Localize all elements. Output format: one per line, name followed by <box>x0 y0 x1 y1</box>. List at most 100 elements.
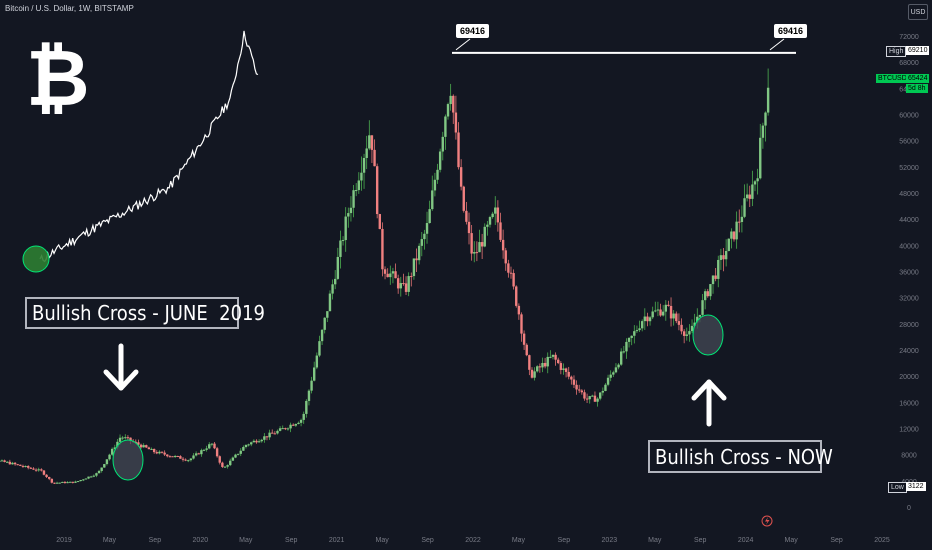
candle-body <box>221 462 224 467</box>
y-tick-label: 72000 <box>899 34 919 41</box>
candle-body <box>475 252 479 254</box>
candle-body <box>640 321 644 329</box>
candle-body <box>229 460 232 466</box>
candle-body <box>354 190 358 192</box>
candle-body <box>375 166 379 215</box>
candle-body <box>347 213 350 217</box>
candle-body <box>45 474 48 478</box>
candle-body <box>76 481 80 483</box>
candle-body <box>459 167 463 187</box>
candle-body <box>89 476 93 478</box>
candle-body <box>368 135 371 149</box>
candle-body <box>158 451 161 454</box>
candle-body <box>176 455 179 457</box>
currency-button[interactable]: USD <box>908 4 928 20</box>
candle-body <box>685 334 688 336</box>
candle-body <box>604 384 607 391</box>
candle-body <box>278 428 282 431</box>
candle-body <box>457 132 460 168</box>
candle-body <box>171 456 174 458</box>
candle-body <box>268 432 271 438</box>
candle-body <box>313 367 316 381</box>
candle-body <box>95 473 98 476</box>
candle-body <box>517 305 521 315</box>
y-tick-label: 32000 <box>899 296 919 303</box>
candle-body <box>730 231 733 239</box>
candle-body <box>748 194 751 199</box>
y-tick-label: 12000 <box>899 427 919 434</box>
x-tick-label: May <box>375 537 389 544</box>
candle-body <box>16 464 19 466</box>
candle-body <box>150 448 153 450</box>
candle-body <box>126 437 130 439</box>
candle-body <box>42 470 46 475</box>
candle-body <box>572 379 576 385</box>
candle-body <box>732 231 736 240</box>
candle-body <box>585 398 589 400</box>
candle-body <box>541 362 544 368</box>
candle-body <box>394 271 397 279</box>
candle-body <box>239 450 242 454</box>
candle-body <box>339 240 342 257</box>
candle-body <box>223 466 227 468</box>
candle-body <box>173 455 177 457</box>
candle-body <box>499 222 502 240</box>
candle-body <box>341 240 345 242</box>
price-tag-right-peak: 69416 <box>774 24 808 38</box>
candle-body <box>423 233 426 240</box>
candle-body <box>480 242 484 247</box>
candle-body <box>74 481 77 483</box>
price-tag-right-pointer <box>769 38 785 51</box>
candle-body <box>61 481 64 483</box>
candle-body <box>562 368 565 370</box>
candle-body <box>250 442 253 445</box>
candle-body <box>738 221 741 223</box>
candle-body <box>242 447 245 451</box>
high-label: High <box>886 46 907 57</box>
candle-body <box>71 481 75 483</box>
candle-body <box>698 314 702 317</box>
candle-body <box>310 380 313 391</box>
candle-body <box>575 384 578 390</box>
candle-body <box>0 460 1 462</box>
y-tick-label: 44000 <box>899 217 919 224</box>
candle-body <box>160 451 164 453</box>
candle-body <box>215 448 219 457</box>
candle-body <box>257 441 261 443</box>
candle-body <box>284 428 287 430</box>
candle-body <box>331 284 334 294</box>
x-tick-label: May <box>512 537 526 544</box>
candle-body <box>234 454 237 458</box>
candle-body <box>470 233 473 254</box>
high-value: 69210 <box>906 46 930 55</box>
candle-body <box>533 371 536 378</box>
y-tick-label: 16000 <box>899 400 919 407</box>
candle-body <box>404 283 408 292</box>
candle-body <box>226 465 229 467</box>
candle-body <box>680 324 683 332</box>
candle-body <box>714 275 717 279</box>
candle-body <box>352 190 355 208</box>
candle-body <box>137 442 140 445</box>
candle-body <box>740 216 744 222</box>
candle-body <box>181 458 185 460</box>
candle-body <box>488 217 492 225</box>
candle-body <box>664 304 667 312</box>
candle-body <box>756 178 759 182</box>
candle-body <box>753 181 757 185</box>
candle-body <box>333 278 337 285</box>
candle-body <box>504 250 507 264</box>
candle-body <box>399 283 402 289</box>
candle-body <box>583 392 586 399</box>
candle-body <box>596 398 599 402</box>
candle-body <box>294 423 298 426</box>
bitcoin-icon: ₿ <box>26 34 90 124</box>
candle-body <box>483 226 486 247</box>
lightning-bolt <box>765 517 770 525</box>
y-tick-label: 40000 <box>899 243 919 250</box>
cross-2019-circle <box>112 439 144 481</box>
inset-cross-circle <box>22 245 50 273</box>
candle-body <box>263 436 266 440</box>
candle-body <box>454 112 458 133</box>
